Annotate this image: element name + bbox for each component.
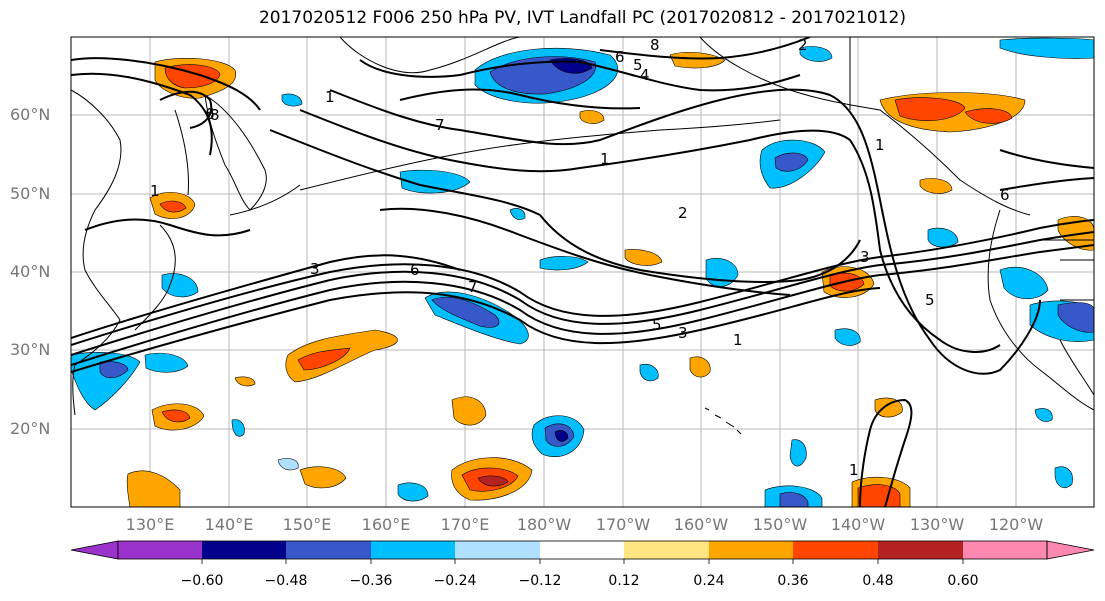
lon-label: 150°W (752, 515, 808, 534)
contour-label: 6 (615, 48, 625, 66)
colorbar-segment (118, 541, 202, 559)
contour-label: 3 (860, 248, 870, 266)
lat-label: 50°N (10, 184, 51, 203)
contour-label: 7 (435, 116, 445, 134)
colorbar-segment (455, 541, 540, 559)
map-frame (70, 36, 1095, 508)
colorbar-tick: −0.36 (349, 573, 393, 589)
colorbar-tick: 0.12 (608, 573, 640, 589)
colorbar-tick: −0.12 (518, 573, 562, 589)
lon-label: 160°W (673, 515, 729, 534)
lon-label: 160°E (361, 515, 411, 534)
contour-label: 1 (150, 182, 160, 200)
lat-label: 40°N (10, 262, 51, 281)
contour-label: 1 (325, 88, 335, 106)
lon-label: 180°W (516, 515, 572, 534)
colorbar-segment (286, 541, 371, 559)
contour-label: 3 (310, 260, 320, 278)
colorbar-tick: 0.48 (862, 573, 894, 589)
contour-label: 6 (205, 105, 215, 123)
contour-label: 5 (925, 291, 935, 309)
lon-label: 170°W (595, 515, 651, 534)
lon-label: 120°W (988, 515, 1044, 534)
colorbar-tick: −0.24 (433, 573, 477, 589)
colorbar-segment (624, 541, 709, 559)
contour-label: 6 (410, 261, 420, 279)
colorbar-segment (371, 541, 455, 559)
lon-label: 140°W (830, 515, 886, 534)
contour-label: 8 (650, 36, 660, 54)
coastlines (71, 37, 1094, 435)
colorbar-segment (793, 541, 878, 559)
contour-label: 1 (600, 150, 610, 168)
contour-label: 6 (1000, 186, 1010, 204)
colorbar-tick: 0.24 (693, 573, 725, 589)
lon-label: 140°E (204, 515, 254, 534)
contour-label: 7 (468, 278, 478, 296)
contour-label: 1 (733, 331, 743, 349)
contour-label: 5 (652, 316, 662, 334)
colorbar (70, 540, 1095, 564)
map-title: 2017020512 F006 250 hPa PV, IVT Landfall… (258, 8, 906, 28)
colorbar-segment (202, 541, 286, 559)
contour-label: 3 (678, 324, 688, 342)
colorbar-segment (540, 541, 624, 559)
colorbar-segment (963, 541, 1047, 559)
colorbar-extend-min (70, 540, 119, 560)
contour-label: 5 (633, 56, 643, 74)
colorbar-extend-max (1046, 540, 1095, 560)
colorbar-tick: −0.48 (264, 573, 308, 589)
contour-label: 1 (849, 461, 859, 479)
lat-label: 30°N (10, 340, 51, 359)
contour-label: 2 (798, 36, 808, 54)
colorbar-tick: −0.60 (180, 573, 224, 589)
contour-label: 4 (640, 66, 650, 84)
colorbar-segment (709, 541, 793, 559)
contour-labels: 8 6 5 4 2 1 7 6 3 5 3 1 1 2 1 6 5 3 7 1 … (150, 36, 1010, 479)
contour-label: 8 (210, 106, 220, 124)
contour-label: 1 (875, 136, 885, 154)
pv-contours (71, 37, 1094, 507)
lon-label: 150°E (282, 515, 332, 534)
colorbar-tick: 0.60 (947, 573, 979, 589)
colorbar-tick: 0.36 (777, 573, 809, 589)
lat-label: 60°N (10, 105, 51, 124)
lat-label: 20°N (10, 419, 51, 438)
lon-label: 130°E (125, 515, 175, 534)
lon-label: 130°W (909, 515, 965, 534)
colorbar-segment (878, 541, 963, 559)
lon-label: 170°E (440, 515, 490, 534)
contour-label: 2 (678, 204, 688, 222)
ivt-anomaly-fills (71, 37, 1094, 507)
